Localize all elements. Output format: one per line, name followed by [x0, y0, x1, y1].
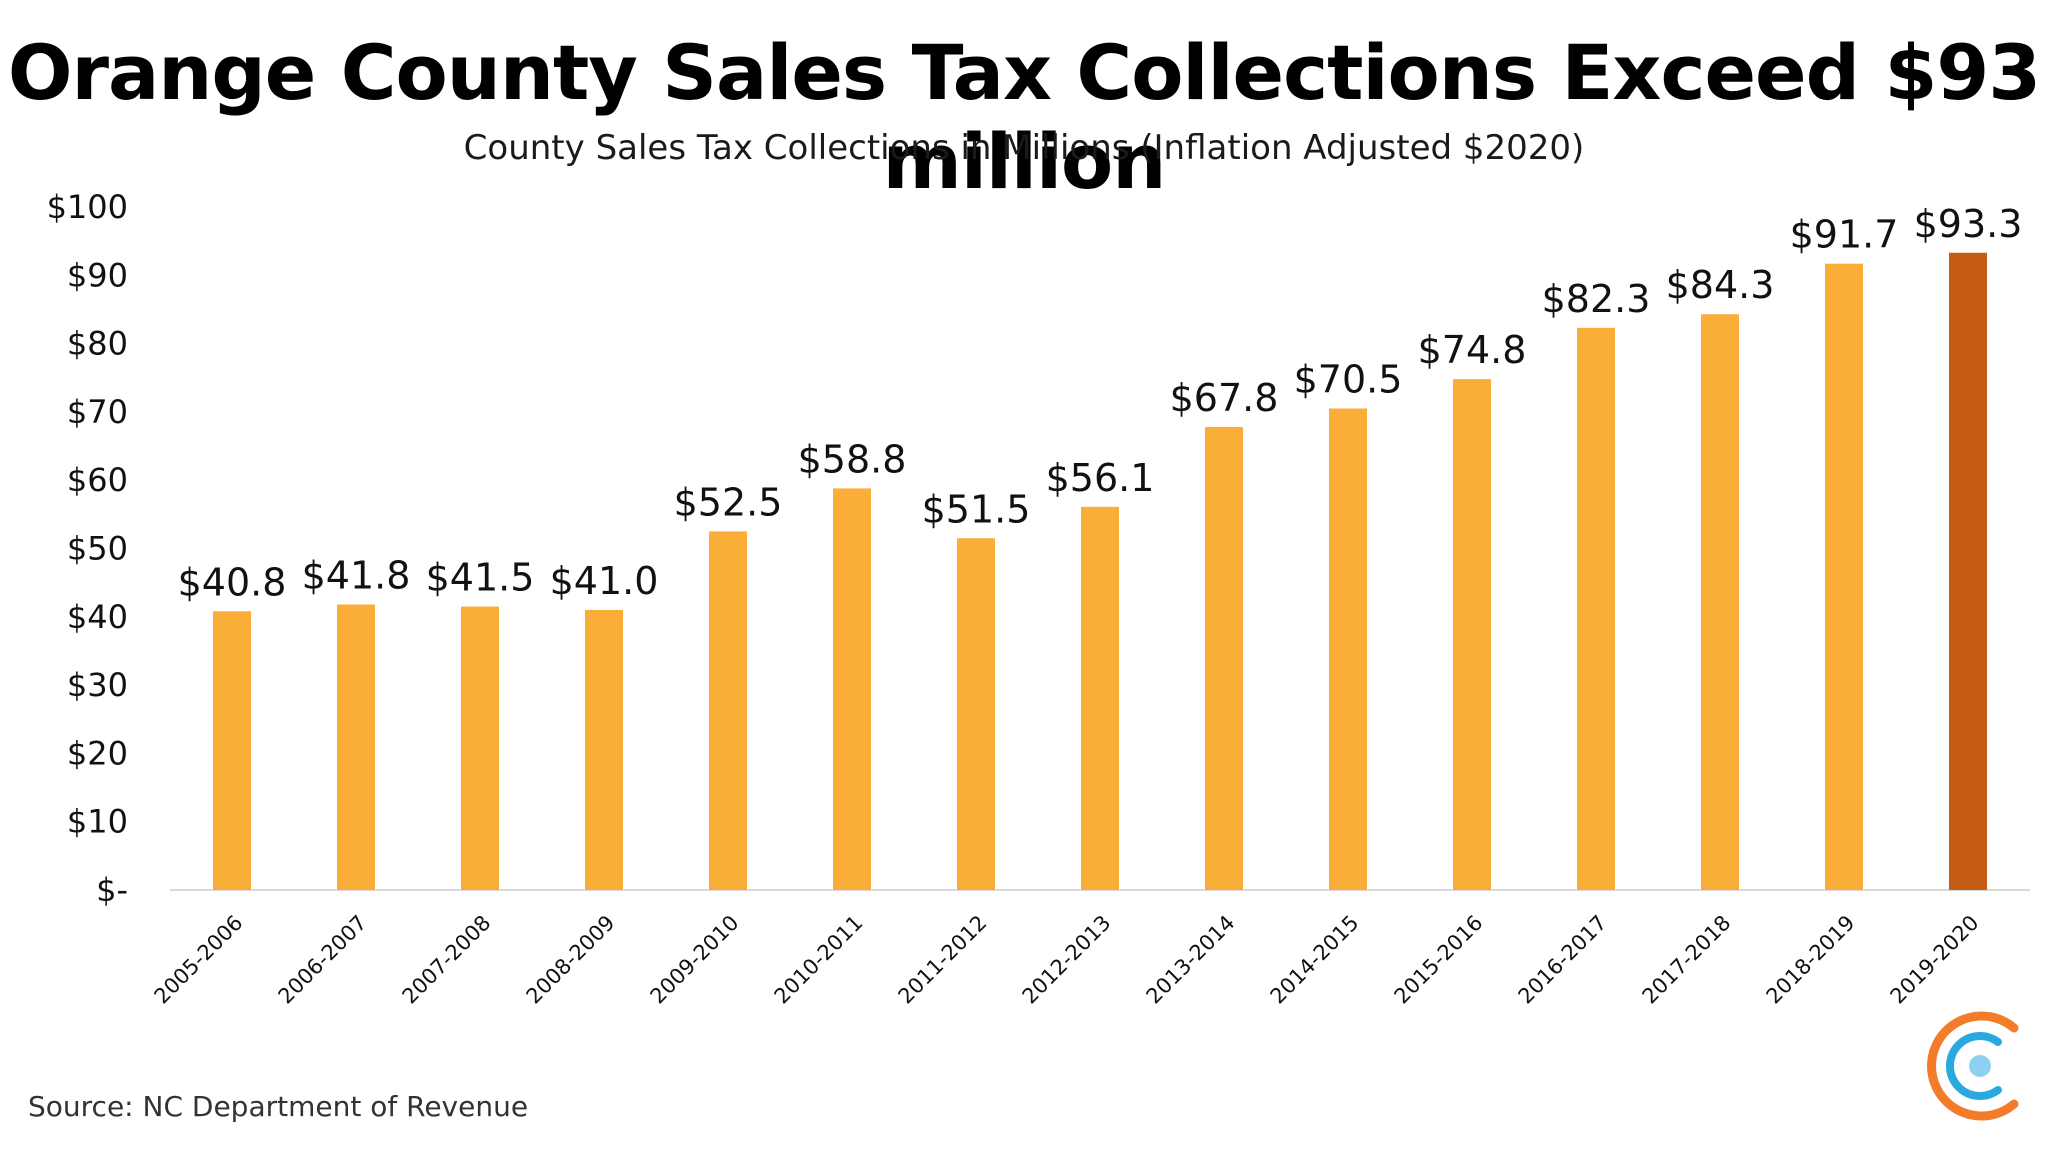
data-label: $84.3: [1666, 263, 1775, 307]
y-tick-label: $20: [67, 734, 128, 772]
data-label: $41.5: [426, 556, 535, 600]
x-tick-label: 2008-2009: [522, 911, 620, 1009]
bar-2017-2018: [1701, 314, 1739, 891]
bar-2012-2013: [1081, 506, 1119, 890]
data-label: $41.0: [550, 559, 659, 603]
bar-2011-2012: [957, 538, 995, 890]
x-tick-label: 2006-2007: [274, 911, 372, 1009]
y-tick-label: $100: [47, 188, 128, 226]
x-tick-label: 2015-2016: [1390, 911, 1488, 1009]
x-tick-label: 2012-2013: [1018, 911, 1116, 1009]
bar-2013-2014: [1205, 426, 1243, 890]
x-axis-category-labels: 2005-2006 2006-2007 2007-2008 2008-2009 2009…: [150, 911, 1984, 1009]
x-tick-label: 2014-2015: [1266, 911, 1364, 1009]
data-label: $91.7: [1790, 213, 1899, 257]
data-label: $56.1: [1046, 456, 1155, 500]
bar-2016-2017: [1577, 327, 1615, 890]
bar-2019-2020: [1949, 252, 1987, 891]
bar-2014-2015: [1329, 408, 1367, 890]
data-label: $51.5: [922, 487, 1031, 531]
data-labels: $40.8 $41.8 $41.5 $41.0 $52.5 $58.8 $51.5 $56.1…: [178, 202, 2023, 605]
data-label: $67.8: [1170, 376, 1279, 420]
logo-center-dot: [1969, 1055, 1991, 1077]
y-tick-label: $70: [67, 393, 128, 431]
y-axis-ticks: $- $10 $20 $30 $40 $50 $60 $70 $80 $90 $100: [47, 188, 128, 909]
chart-subtitle: County Sales Tax Collections in Millions…: [463, 128, 1585, 168]
y-tick-label: $10: [67, 803, 128, 841]
source-note: Source: NC Department of Revenue: [28, 1090, 529, 1123]
bar-2009-2010: [709, 531, 747, 890]
data-label: $58.8: [798, 437, 907, 481]
x-tick-label: 2017-2018: [1638, 911, 1736, 1009]
data-label: $82.3: [1542, 277, 1651, 321]
x-tick-label: 2005-2006: [150, 911, 248, 1009]
x-tick-label: 2016-2017: [1514, 911, 1612, 1009]
y-tick-label: $40: [67, 598, 128, 636]
bars: [213, 252, 1987, 891]
data-label: $41.8: [302, 554, 411, 598]
bar-2015-2016: [1453, 379, 1491, 890]
data-label: $40.8: [178, 560, 287, 604]
bar-2006-2007: [337, 604, 375, 890]
bar-2018-2019: [1825, 263, 1863, 891]
data-label: $52.5: [674, 480, 783, 524]
x-tick-label: 2018-2019: [1762, 911, 1860, 1009]
concentric-c-logo-icon: [1927, 1011, 2019, 1121]
y-tick-label: $90: [67, 256, 128, 294]
bar-2008-2009: [585, 609, 623, 890]
data-label: $70.5: [1294, 357, 1403, 401]
y-tick-label: $80: [67, 325, 128, 363]
x-tick-label: 2019-2020: [1886, 911, 1984, 1009]
y-tick-label: $60: [67, 461, 128, 499]
logo-middle-arc: [1946, 1032, 2002, 1100]
x-tick-label: 2010-2011: [770, 911, 868, 1009]
bar-2010-2011: [833, 488, 871, 890]
x-tick-label: 2013-2014: [1142, 911, 1240, 1009]
chart-title: Orange County Sales Tax Collections Exce…: [7, 28, 2041, 206]
x-tick-label: 2011-2012: [894, 911, 992, 1009]
y-tick-label: $30: [67, 666, 128, 704]
x-tick-label: 2007-2008: [398, 911, 496, 1009]
y-tick-label: $50: [67, 530, 128, 568]
data-label: $74.8: [1418, 328, 1527, 372]
data-label: $93.3: [1914, 202, 2023, 246]
bar-2007-2008: [461, 606, 499, 890]
bar-2005-2006: [213, 611, 251, 890]
x-tick-label: 2009-2010: [646, 911, 744, 1009]
logo-outer-arc: [1927, 1011, 2019, 1121]
y-tick-label: $-: [96, 871, 128, 909]
